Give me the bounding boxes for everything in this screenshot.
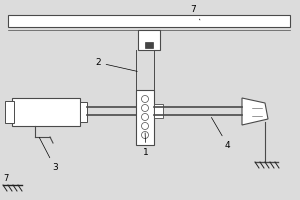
Bar: [136, 90, 154, 145]
Circle shape: [142, 132, 148, 138]
Circle shape: [142, 96, 148, 102]
Text: 2: 2: [95, 58, 137, 71]
Bar: [5, 101, 14, 123]
Bar: [12, 98, 80, 126]
Text: 4: 4: [212, 117, 231, 150]
Circle shape: [142, 104, 148, 112]
Bar: [8, 15, 290, 27]
Bar: [145, 42, 153, 48]
Text: 3: 3: [39, 137, 58, 172]
Bar: [154, 104, 163, 118]
Bar: [138, 30, 160, 50]
Circle shape: [142, 114, 148, 120]
Circle shape: [142, 122, 148, 130]
Text: 7: 7: [3, 174, 8, 183]
Text: 7: 7: [190, 5, 200, 20]
Bar: [80, 102, 87, 122]
Polygon shape: [242, 98, 268, 125]
Text: 1: 1: [143, 133, 149, 157]
